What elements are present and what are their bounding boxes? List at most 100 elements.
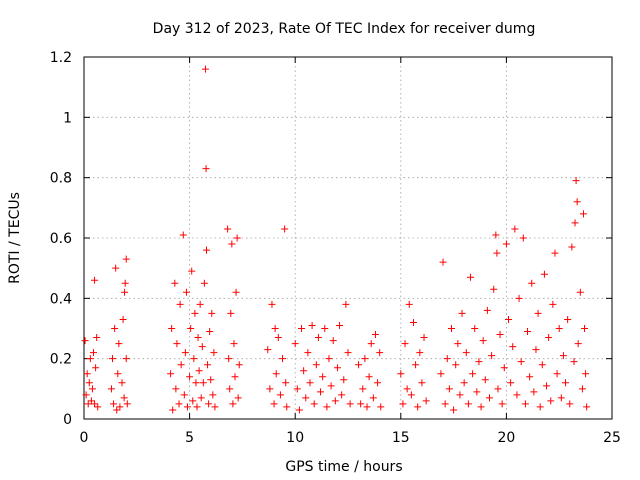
data-point: [123, 400, 131, 408]
data-point: [321, 325, 329, 332]
data-point: [458, 309, 466, 317]
data-point: [88, 385, 96, 393]
data-point: [538, 361, 546, 369]
data-point: [279, 355, 287, 363]
data-point: [91, 400, 99, 408]
data-point: [298, 325, 306, 332]
data-point: [306, 379, 314, 387]
data-point: [207, 376, 215, 384]
data-point: [176, 300, 184, 308]
data-point: [377, 403, 385, 411]
data-point: [507, 379, 515, 387]
data-point: [466, 273, 474, 281]
data-point: [559, 352, 567, 360]
data-point: [293, 385, 301, 393]
data-point: [502, 240, 510, 248]
data-point: [121, 279, 129, 287]
data-point: [573, 198, 581, 206]
data-point: [314, 334, 322, 342]
x-tick-label: 0: [80, 430, 89, 446]
data-point: [572, 177, 580, 185]
data-point: [460, 379, 468, 387]
data-point: [209, 391, 217, 399]
data-point: [405, 300, 413, 308]
data-point: [462, 349, 470, 357]
data-point: [189, 397, 197, 405]
data-point: [551, 249, 559, 257]
data-point: [107, 385, 115, 393]
data-point: [329, 337, 337, 345]
data-point: [200, 279, 208, 287]
data-point: [199, 379, 207, 387]
data-point: [439, 258, 447, 266]
data-point: [118, 379, 126, 387]
data-point: [192, 379, 200, 387]
data-point: [344, 349, 352, 357]
data-point: [494, 385, 502, 393]
data-point: [233, 234, 241, 242]
data-point: [524, 328, 532, 336]
data-point: [477, 403, 485, 411]
data-point: [333, 364, 341, 372]
data-point: [469, 370, 477, 378]
data-point: [475, 358, 483, 366]
data-point: [374, 379, 382, 387]
data-point: [87, 397, 95, 405]
data-point: [86, 355, 94, 363]
data-point: [530, 388, 538, 396]
data-point: [327, 382, 335, 390]
data-point: [109, 355, 117, 363]
data-point: [202, 246, 210, 254]
data-point: [473, 388, 481, 396]
data-point: [355, 361, 363, 369]
data-point: [409, 318, 417, 326]
data-point: [437, 370, 445, 378]
data-point: [568, 243, 576, 251]
data-point: [177, 361, 185, 369]
data-point: [310, 400, 318, 408]
data-point: [182, 288, 190, 296]
data-point: [359, 385, 367, 393]
data-point: [122, 255, 130, 263]
data-point: [519, 234, 527, 242]
data-point: [208, 309, 216, 317]
data-point: [93, 334, 101, 342]
data-point: [235, 361, 243, 369]
data-point: [188, 267, 196, 275]
data-point: [493, 249, 501, 257]
data-point: [369, 394, 377, 402]
data-point: [464, 400, 472, 408]
data-point: [122, 355, 130, 363]
data-point: [340, 376, 348, 384]
data-point: [264, 346, 272, 354]
data-point: [167, 370, 175, 378]
data-point: [119, 315, 127, 323]
data-point: [571, 219, 579, 227]
data-point: [420, 334, 428, 342]
data-point: [225, 355, 233, 363]
data-point: [179, 231, 187, 239]
data-point: [545, 334, 553, 342]
data-point: [376, 349, 384, 357]
y-tick-label: 0.6: [50, 231, 72, 247]
data-point: [183, 403, 191, 411]
x-tick-label: 5: [185, 430, 194, 446]
data-point: [543, 382, 551, 390]
y-axis-label: ROTI / TECUs: [7, 192, 23, 284]
data-point: [357, 400, 365, 408]
data-point: [325, 355, 333, 363]
data-point: [226, 385, 234, 393]
data-point: [498, 400, 506, 408]
data-point: [582, 370, 590, 378]
data-point: [194, 334, 202, 342]
data-point: [583, 403, 591, 411]
data-point: [169, 406, 177, 414]
data-point: [83, 370, 91, 378]
plot-frame: [83, 56, 613, 420]
data-point: [401, 340, 409, 348]
data-point: [195, 367, 203, 375]
data-point: [399, 400, 407, 408]
data-point: [231, 373, 239, 381]
data-point: [121, 288, 129, 296]
